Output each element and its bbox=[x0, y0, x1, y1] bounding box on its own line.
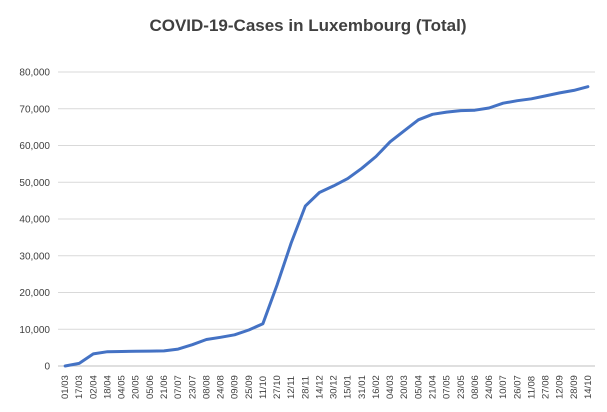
x-tick-label: 16/02 bbox=[371, 375, 382, 399]
x-tick-label: 31/01 bbox=[357, 375, 368, 399]
x-tick-label: 18/04 bbox=[102, 375, 113, 399]
y-tick-label: 10,000 bbox=[19, 325, 50, 336]
x-tick-label: 23/07 bbox=[187, 375, 198, 399]
chart-title: COVID-19-Cases in Luxembourg (Total) bbox=[149, 16, 466, 35]
x-tick-label: 21/04 bbox=[427, 375, 438, 399]
x-tick-label: 24/08 bbox=[216, 375, 227, 399]
x-tick-label: 05/04 bbox=[413, 375, 424, 399]
y-tick-label: 50,000 bbox=[19, 178, 50, 189]
y-tick-label: 60,000 bbox=[19, 141, 50, 152]
x-tick-label: 15/01 bbox=[343, 375, 354, 399]
y-tick-label: 0 bbox=[44, 362, 50, 373]
x-tick-label: 14/10 bbox=[583, 375, 594, 399]
y-axis-tick-labels: 0 10,000 20,000 30,000 40,000 50,000 60,000 70,… bbox=[19, 68, 50, 373]
x-tick-label: 11/08 bbox=[526, 376, 537, 399]
x-tick-label: 11/10 bbox=[258, 376, 269, 399]
x-tick-label: 25/09 bbox=[244, 375, 255, 399]
y-tick-label: 40,000 bbox=[19, 215, 50, 226]
x-tick-label: 12/09 bbox=[555, 375, 566, 399]
x-tick-label: 07/07 bbox=[173, 375, 184, 399]
x-tick-label: 09/09 bbox=[230, 375, 241, 399]
x-tick-label: 10/07 bbox=[498, 375, 509, 399]
x-tick-label: 27/10 bbox=[272, 375, 283, 399]
x-tick-label: 28/09 bbox=[569, 375, 580, 399]
x-tick-label: 20/03 bbox=[399, 375, 410, 399]
gridlines bbox=[58, 71, 595, 330]
x-axis-tick-labels: 01/03 17/03 02/04 18/04 04/05 20/05 05/06 21/06… bbox=[60, 375, 594, 399]
x-tick-label: 05/06 bbox=[145, 375, 156, 399]
x-tick-label: 21/06 bbox=[159, 375, 170, 399]
y-tick-label: 70,000 bbox=[19, 104, 50, 115]
x-tick-label: 02/04 bbox=[88, 375, 99, 399]
y-tick-label: 30,000 bbox=[19, 251, 50, 262]
y-tick-label: 20,000 bbox=[19, 288, 50, 299]
x-tick-label: 07/05 bbox=[442, 375, 453, 399]
x-tick-label: 28/11 bbox=[300, 376, 311, 399]
x-tick-label: 04/03 bbox=[385, 375, 396, 399]
series-line-total-cases bbox=[63, 85, 590, 368]
x-tick-label: 24/06 bbox=[484, 375, 495, 399]
x-tick-label: 20/05 bbox=[131, 375, 142, 399]
x-tick-label: 04/05 bbox=[117, 375, 128, 399]
y-tick-label: 80,000 bbox=[19, 68, 50, 79]
x-tick-label: 08/06 bbox=[470, 375, 481, 399]
x-tick-label: 26/07 bbox=[512, 375, 523, 399]
x-tick-label: 30/12 bbox=[329, 375, 340, 399]
x-tick-label: 08/08 bbox=[201, 375, 212, 399]
x-tick-label: 14/12 bbox=[314, 375, 325, 399]
x-tick-label: 23/05 bbox=[456, 375, 467, 399]
x-tick-label: 27/08 bbox=[541, 375, 552, 399]
x-tick-label: 17/03 bbox=[74, 375, 85, 399]
x-tick-label: 12/11 bbox=[286, 376, 297, 399]
x-tick-label: 01/03 bbox=[60, 375, 71, 399]
